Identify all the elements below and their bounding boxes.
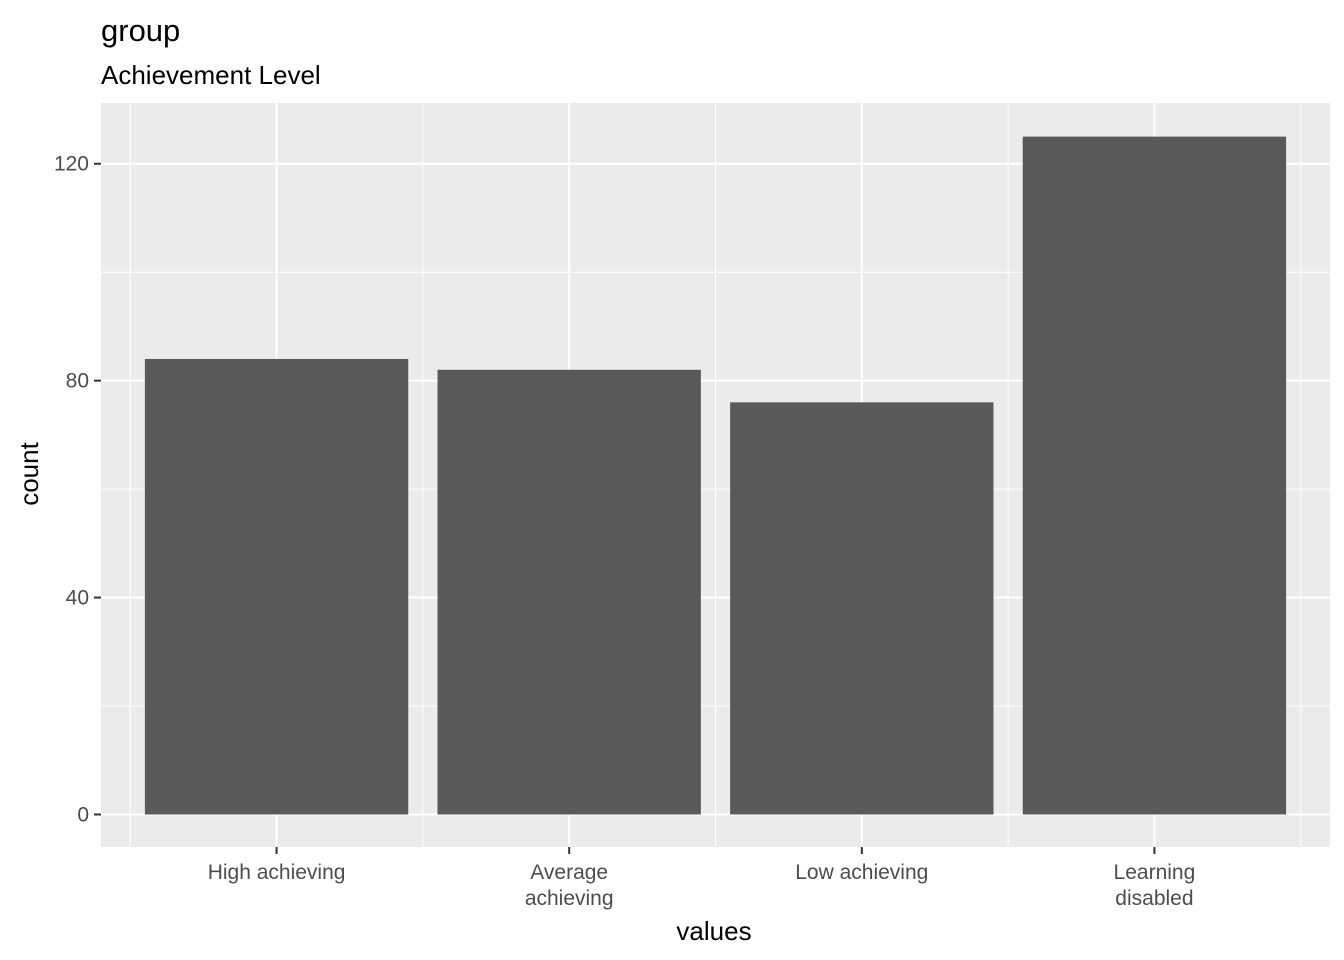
y-tick-label: 120 [54,153,89,176]
chart-subtitle: Achievement Level [101,60,321,90]
x-tick-label-line: Average [530,861,608,884]
x-axis-title: values [676,916,751,946]
x-tick-label: Low achieving [795,861,928,884]
x-tick-label-line: Low achieving [795,861,928,884]
x-tick-label-line: disabled [1115,887,1193,910]
x-tick-label-line: Learning [1114,861,1196,884]
x-tick-label-line: achieving [525,887,614,910]
y-tick-label: 40 [66,587,89,610]
x-tick-label: Learning disabled [1114,861,1196,910]
y-tick-label: 80 [66,370,89,393]
bar [730,402,994,815]
bar [437,369,701,815]
plot-area: 0 40 80 120 High achieving Average achieving Lo… [54,103,1330,910]
bar [1022,136,1287,815]
chart-title: group [101,13,180,48]
x-tick-label: Average achieving [525,861,614,910]
y-tick-label: 0 [77,803,89,826]
y-axis-title: count [14,441,44,505]
x-tick-label-line: High achieving [208,861,346,884]
bar [144,358,409,815]
x-tick-label: High achieving [208,861,346,884]
